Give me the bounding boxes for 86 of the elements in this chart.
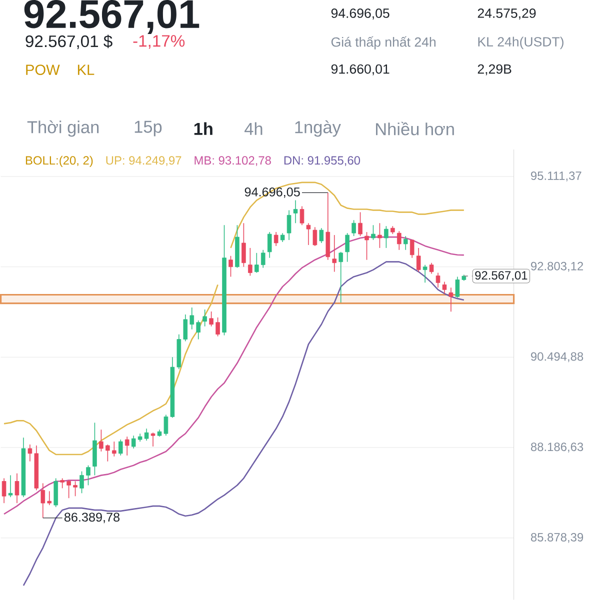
candlestick <box>196 320 200 340</box>
candlestick <box>286 210 291 240</box>
legend-title: BOLL:(20, 2) <box>26 156 92 168</box>
candlestick <box>422 264 427 284</box>
candlestick <box>300 206 304 226</box>
candlestick <box>202 309 207 327</box>
candlestick <box>351 220 356 236</box>
candlestick <box>403 236 408 250</box>
candlestick <box>79 470 84 494</box>
text: KL 24h(USDT) <box>478 36 564 50</box>
y-tick-label: 95.111,37 <box>530 172 582 182</box>
candlestick <box>40 482 45 518</box>
annotation: 86.389,78 <box>64 512 120 524</box>
candlestick <box>131 435 136 449</box>
candlestick <box>319 228 324 244</box>
candlestick <box>260 250 266 268</box>
candlestick <box>396 230 402 250</box>
candlestick <box>98 429 104 452</box>
y-tick-label: 88.186,63 <box>530 442 583 452</box>
candlestick <box>28 444 32 462</box>
text: 15p <box>134 120 162 136</box>
candlestick <box>60 478 64 489</box>
candlestick <box>306 222 310 246</box>
chart-subtitle: 92.567,01 $ <box>26 34 112 50</box>
candlestick <box>86 464 90 486</box>
text: Thời gian <box>27 120 98 137</box>
ref-line-label: 92.567,01 <box>474 271 527 281</box>
text: 4h <box>244 122 262 135</box>
y-tick-label: 92.803,12 <box>530 262 583 272</box>
candlestick <box>150 432 155 447</box>
text: -1,17% <box>133 35 184 49</box>
candlestick <box>377 222 382 248</box>
candlestick <box>332 234 336 272</box>
y-tick-label: 90.494,88 <box>530 352 583 362</box>
candlestick <box>344 232 350 262</box>
candlestick <box>183 314 188 342</box>
candlestick <box>112 441 116 457</box>
text: Nhiều hơn <box>376 122 454 136</box>
candlestick <box>241 222 246 268</box>
text: 91.660,01 <box>331 64 389 76</box>
text: DN: 91.955,60 <box>284 156 360 166</box>
text: 1h <box>194 122 212 135</box>
candlestick <box>436 272 440 288</box>
candlestick <box>455 276 460 298</box>
candlestick <box>208 311 214 327</box>
y-tick-label: 85.878,39 <box>530 532 583 543</box>
text: Giá thấp nhất 24h <box>331 36 436 50</box>
text: MB: 93.102,78 <box>194 156 271 166</box>
candlestick <box>53 478 58 508</box>
candlestick <box>416 248 420 272</box>
candlestick <box>410 240 414 258</box>
candlestick <box>248 248 252 276</box>
text: POW <box>26 64 60 75</box>
candlestick <box>370 224 376 240</box>
candlestick <box>358 212 362 236</box>
candlestick <box>274 232 278 246</box>
candlestick <box>312 226 317 246</box>
candlestick <box>267 232 272 258</box>
candlestick <box>338 252 343 303</box>
candlestick <box>442 281 446 294</box>
candlestick <box>46 490 52 506</box>
candlestick <box>14 472 19 504</box>
candlestick <box>364 232 369 260</box>
candlestick <box>105 444 110 462</box>
candlestick <box>215 317 220 337</box>
candlestick <box>8 474 12 498</box>
candlestick <box>72 480 78 497</box>
text: 2,29B <box>478 64 511 76</box>
candlestick <box>228 256 233 278</box>
text: 24.575,29 <box>478 8 536 20</box>
text: KL <box>78 64 94 75</box>
candlestick <box>293 200 298 224</box>
candlestick <box>124 436 130 456</box>
text: UP: 94.249,97 <box>106 156 181 166</box>
text: 1ngày <box>295 120 341 137</box>
candlestick <box>2 478 6 504</box>
candlestick <box>429 262 434 274</box>
candlestick <box>384 226 388 248</box>
candlestick <box>254 252 259 274</box>
chart-title: 92.567,01 <box>24 0 199 34</box>
candlestick <box>190 307 194 330</box>
candlestick <box>448 287 453 312</box>
text: 94.696,05 <box>331 8 390 20</box>
candlestick <box>66 480 71 499</box>
candlestick <box>118 439 123 456</box>
candlestick <box>144 428 148 441</box>
